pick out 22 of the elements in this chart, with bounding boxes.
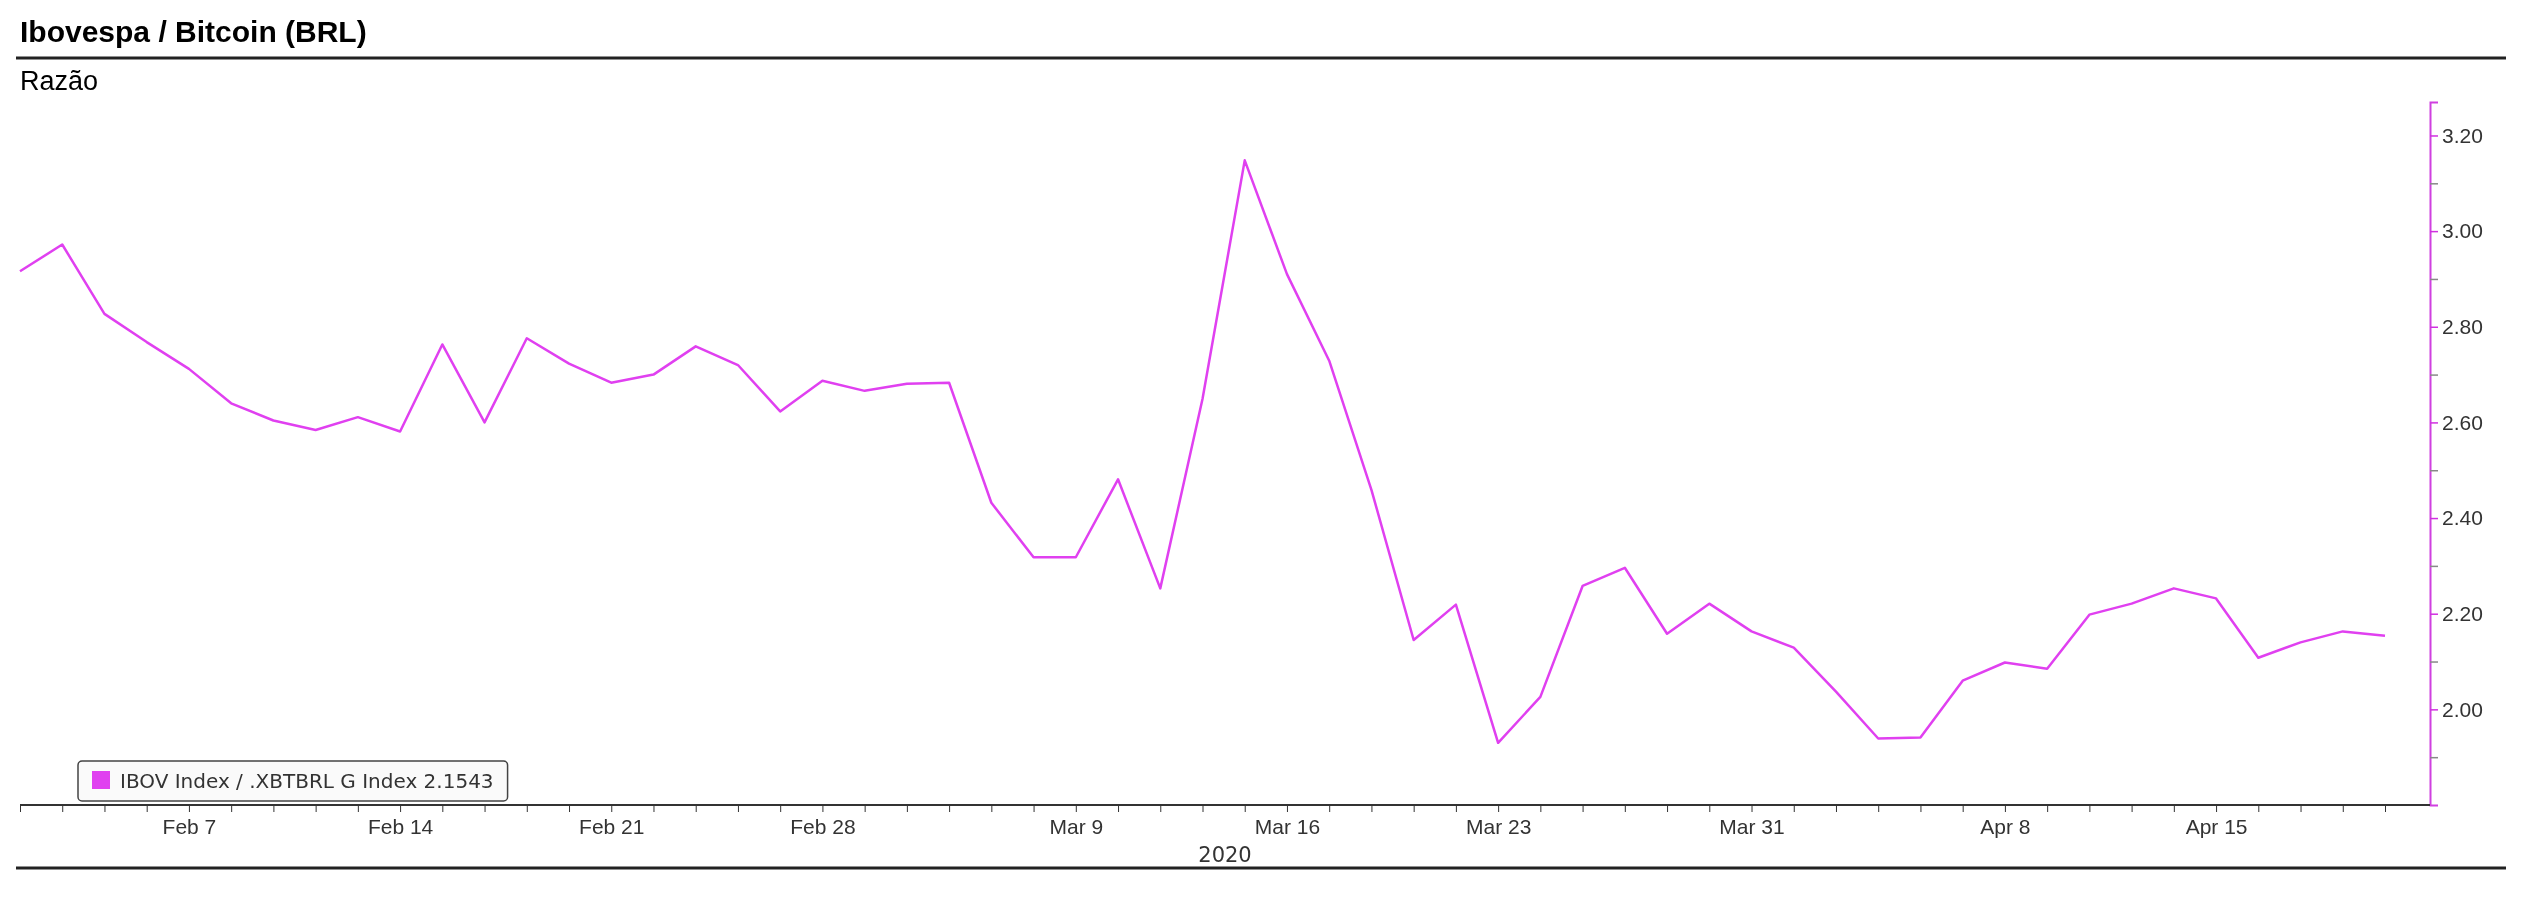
y-tick-label: 2.40 (2442, 506, 2483, 530)
line-series (18, 159, 2387, 745)
y-tick-label: 2.00 (2442, 697, 2483, 721)
x-tick-label: Mar 16 (1254, 814, 1321, 838)
y-tick-label: 2.60 (2442, 410, 2483, 434)
x-tick-label: Mar 9 (1049, 814, 1104, 838)
x-axis-title: 2020 (1198, 843, 1252, 867)
chart-subtitle: Razão (20, 66, 99, 96)
y-tick-label: 2.20 (2442, 601, 2483, 625)
y-tick-label: 2.80 (2442, 314, 2483, 338)
chart-title: Ibovespa / Bitcoin (BRL) (20, 15, 367, 48)
x-tick-label: Feb 14 (367, 814, 434, 838)
y-tick-label: 3.00 (2442, 219, 2483, 243)
x-tick-label: Mar 31 (1719, 814, 1785, 838)
y-tick-label: 3.20 (2442, 123, 2483, 147)
x-tick-label: Apr 15 (2185, 814, 2248, 838)
x-tick-label: Apr 8 (1980, 814, 2031, 838)
x-tick-label: Feb 21 (579, 814, 645, 838)
x-tick-label: Feb 28 (790, 814, 856, 838)
x-tick-label: Mar 23 (1465, 814, 1532, 838)
legend-label: IBOV Index / .XBTBRL G Index 2.1543 (120, 769, 494, 793)
x-tick-label: Feb 7 (162, 814, 217, 838)
